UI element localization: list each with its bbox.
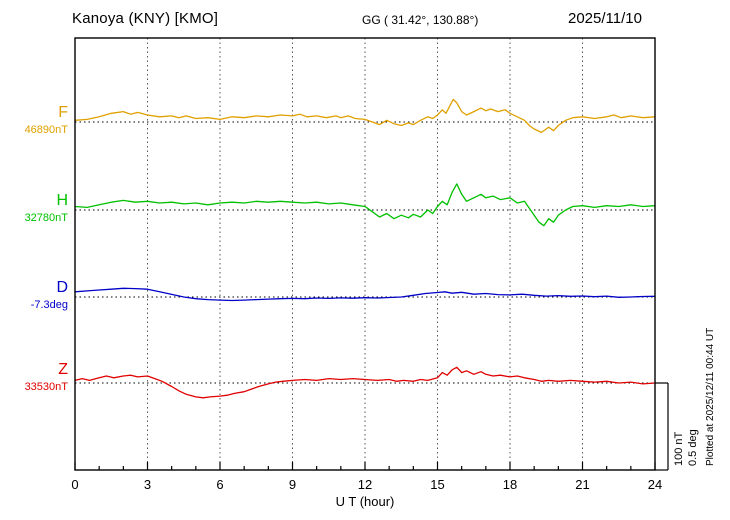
component-baseline-z: 33530nT	[24, 380, 68, 393]
x-tick-label-21: 21	[575, 477, 590, 492]
station-title: Kanoya (KNY) [KMO]	[72, 10, 219, 27]
trace-d	[74, 287, 656, 302]
trace-h	[74, 183, 656, 227]
component-letter-d: D	[56, 279, 68, 296]
x-tick-label-9: 9	[288, 477, 297, 492]
plot-date: 2025/11/10	[568, 10, 642, 27]
component-label-d: D -7.3deg	[8, 279, 68, 311]
scale-bar-nt: 100 nT	[673, 431, 685, 466]
component-letter-z: Z	[58, 361, 68, 378]
x-tick-label-3: 3	[143, 477, 152, 492]
scale-bar-label: 100 nT 0.5 deg	[673, 429, 701, 466]
component-label-f: F 46890nT	[8, 104, 68, 136]
x-tick-label-6: 6	[216, 477, 224, 492]
component-baseline-f: 46890nT	[24, 123, 68, 136]
geographic-coordinates: GG ( 31.42°, 130.88°)	[362, 13, 479, 27]
plotted-at-note: Plotted at 2025/12/11 00:44 UT	[705, 327, 716, 466]
component-letter-f: F	[58, 104, 68, 121]
x-tick-label-15: 15	[430, 477, 445, 492]
x-axis-label: U T (hour)	[335, 494, 395, 509]
x-tick-label-18: 18	[502, 477, 518, 492]
x-tick-label-12: 12	[357, 477, 373, 492]
scale-bar-deg: 0.5 deg	[686, 429, 699, 466]
x-tick-label-24: 24	[647, 477, 663, 492]
component-baseline-h: 32780nT	[24, 211, 68, 224]
x-tick-label-0: 0	[71, 477, 79, 492]
component-letter-h: H	[56, 192, 68, 209]
component-baseline-d: -7.3deg	[30, 298, 68, 311]
trace-f	[74, 98, 656, 134]
component-label-z: Z 33530nT	[8, 361, 68, 393]
component-label-h: H 32780nT	[8, 192, 68, 224]
trace-z	[74, 366, 656, 399]
